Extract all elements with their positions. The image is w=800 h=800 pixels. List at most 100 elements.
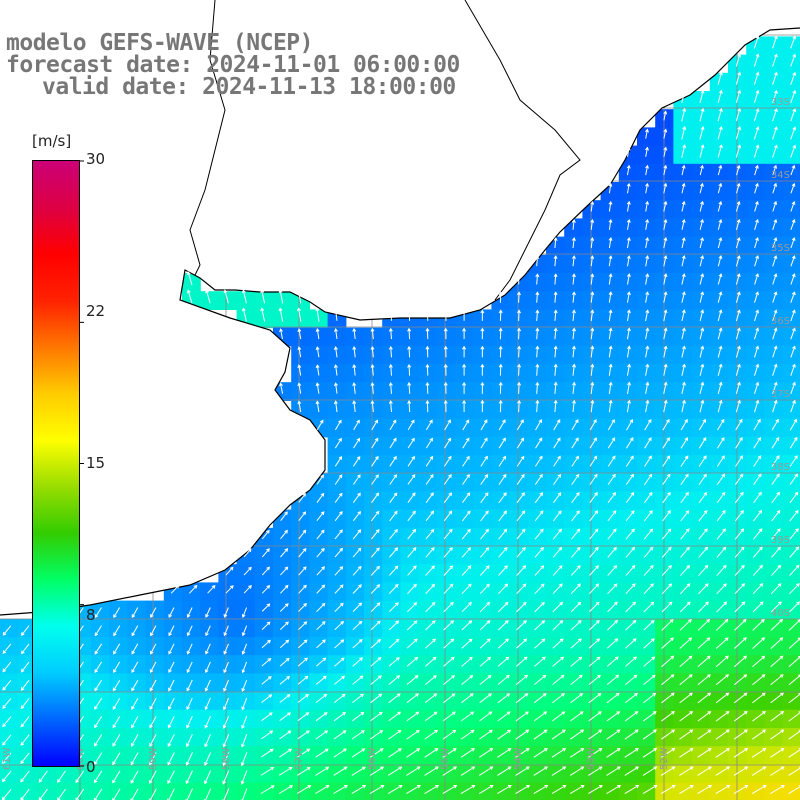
wind-arrow-head <box>718 218 723 223</box>
wind-arrow-shaft <box>316 584 325 594</box>
wind-arrow-head <box>395 602 399 606</box>
wind-arrow <box>772 126 778 140</box>
wind-arrow <box>716 491 726 504</box>
wind-arrow <box>516 473 525 485</box>
wind-arrow <box>461 601 472 613</box>
wind-arrow-head <box>266 603 271 608</box>
wind-arrow-shaft <box>645 237 649 249</box>
wind-arrow-shaft <box>643 583 654 595</box>
wind-arrow <box>590 327 595 340</box>
wind-arrow-shaft <box>752 583 763 595</box>
wind-arrow <box>462 345 467 358</box>
wind-arrow-shaft <box>754 364 759 376</box>
wind-arrow <box>590 219 595 230</box>
wind-arrow <box>370 565 380 576</box>
wind-arrow-shaft <box>753 145 759 158</box>
wind-arrow-shaft <box>2 625 12 636</box>
wind-arrow <box>516 620 527 631</box>
wind-arrow-shaft <box>754 382 759 395</box>
wind-arrow <box>571 473 580 485</box>
wind-arrow <box>753 436 761 449</box>
wind-arrow-head <box>629 437 634 441</box>
wind-arrow <box>626 309 631 322</box>
wind-arrow-head <box>718 144 723 149</box>
wind-arrow <box>734 528 745 540</box>
wind-arrow <box>608 345 613 358</box>
wind-arrow-head <box>682 363 686 368</box>
wind-arrow <box>388 602 399 613</box>
wind-arrow-shaft <box>187 607 193 618</box>
wind-arrow-head <box>485 510 489 515</box>
wind-arrow-head <box>700 399 705 404</box>
wind-arrow <box>535 381 540 394</box>
wind-arrow-head <box>431 565 435 570</box>
wind-arrow-head <box>681 309 686 314</box>
wind-arrow-shaft <box>771 437 780 449</box>
wind-arrow <box>790 255 796 267</box>
wind-arrow <box>20 625 30 636</box>
wind-arrow-head <box>612 492 616 496</box>
wind-arrow-head <box>755 71 760 76</box>
wind-arrow-shaft <box>225 585 234 594</box>
wind-arrow <box>735 53 742 67</box>
wind-arrow <box>571 219 576 230</box>
wind-arrow-head <box>777 583 782 587</box>
wind-arrow <box>516 510 526 522</box>
wind-arrow <box>663 381 668 395</box>
wind-arrow <box>443 492 452 503</box>
wind-arrow-head <box>590 381 595 386</box>
wind-arrow-head <box>700 164 704 169</box>
wind-arrow-head <box>484 455 488 460</box>
wind-arrow <box>480 399 485 413</box>
wind-arrow <box>790 291 796 303</box>
wind-arrow-shaft <box>698 437 707 449</box>
wind-arrow-head <box>94 632 99 637</box>
wind-arrow-shaft <box>571 419 579 431</box>
wind-arrow-shaft <box>298 585 307 594</box>
wind-arrow-shaft <box>681 273 685 285</box>
wind-arrow <box>645 291 650 303</box>
wind-arrow-head <box>407 381 412 386</box>
wind-arrow <box>572 327 576 340</box>
wind-arrow-head <box>736 309 741 314</box>
wind-arrow-head <box>577 565 581 569</box>
wind-arrow <box>280 584 289 594</box>
wind-arrow-shaft <box>425 492 434 503</box>
wind-arrow <box>352 620 363 631</box>
wind-arrow-head <box>468 620 473 624</box>
wind-arrow-head <box>668 564 672 569</box>
wind-arrow-shaft <box>754 292 759 303</box>
wind-arrow-shaft <box>316 603 326 612</box>
wind-arrow-shaft <box>389 511 398 522</box>
wind-arrow <box>607 455 616 467</box>
wind-arrow-head <box>321 566 325 570</box>
wind-arrow-head <box>645 345 650 350</box>
wind-arrow-shaft <box>334 493 343 503</box>
wind-arrow-shaft <box>298 493 306 503</box>
wind-arrow-shaft <box>699 90 704 104</box>
wind-arrow-shaft <box>645 310 649 322</box>
wind-arrow <box>186 643 193 655</box>
wind-arrow-shaft <box>716 565 727 576</box>
wind-arrow-head <box>740 528 745 533</box>
wind-arrow-shaft <box>734 546 745 558</box>
wind-arrow <box>625 491 635 504</box>
wind-arrow <box>498 419 506 431</box>
wind-arrow <box>296 307 302 322</box>
wind-arrow-shaft <box>588 602 600 613</box>
longitude-label: 52W <box>659 747 670 770</box>
wind-arrow-shaft <box>735 219 740 230</box>
wind-arrow-shaft <box>681 201 685 212</box>
wind-arrow-shaft <box>752 619 765 631</box>
wind-arrow-head <box>666 418 670 423</box>
wind-arrow <box>790 71 797 85</box>
wind-arrow-shaft <box>699 292 704 303</box>
wind-arrow-head <box>722 510 726 514</box>
wind-arrow-shaft <box>224 607 229 618</box>
wind-arrow-head <box>685 510 690 514</box>
wind-arrow-head <box>571 237 576 241</box>
wind-arrow <box>570 565 581 576</box>
wind-arrow-head <box>700 273 705 278</box>
wind-arrow-shaft <box>498 547 508 558</box>
wind-arrow <box>279 621 289 630</box>
